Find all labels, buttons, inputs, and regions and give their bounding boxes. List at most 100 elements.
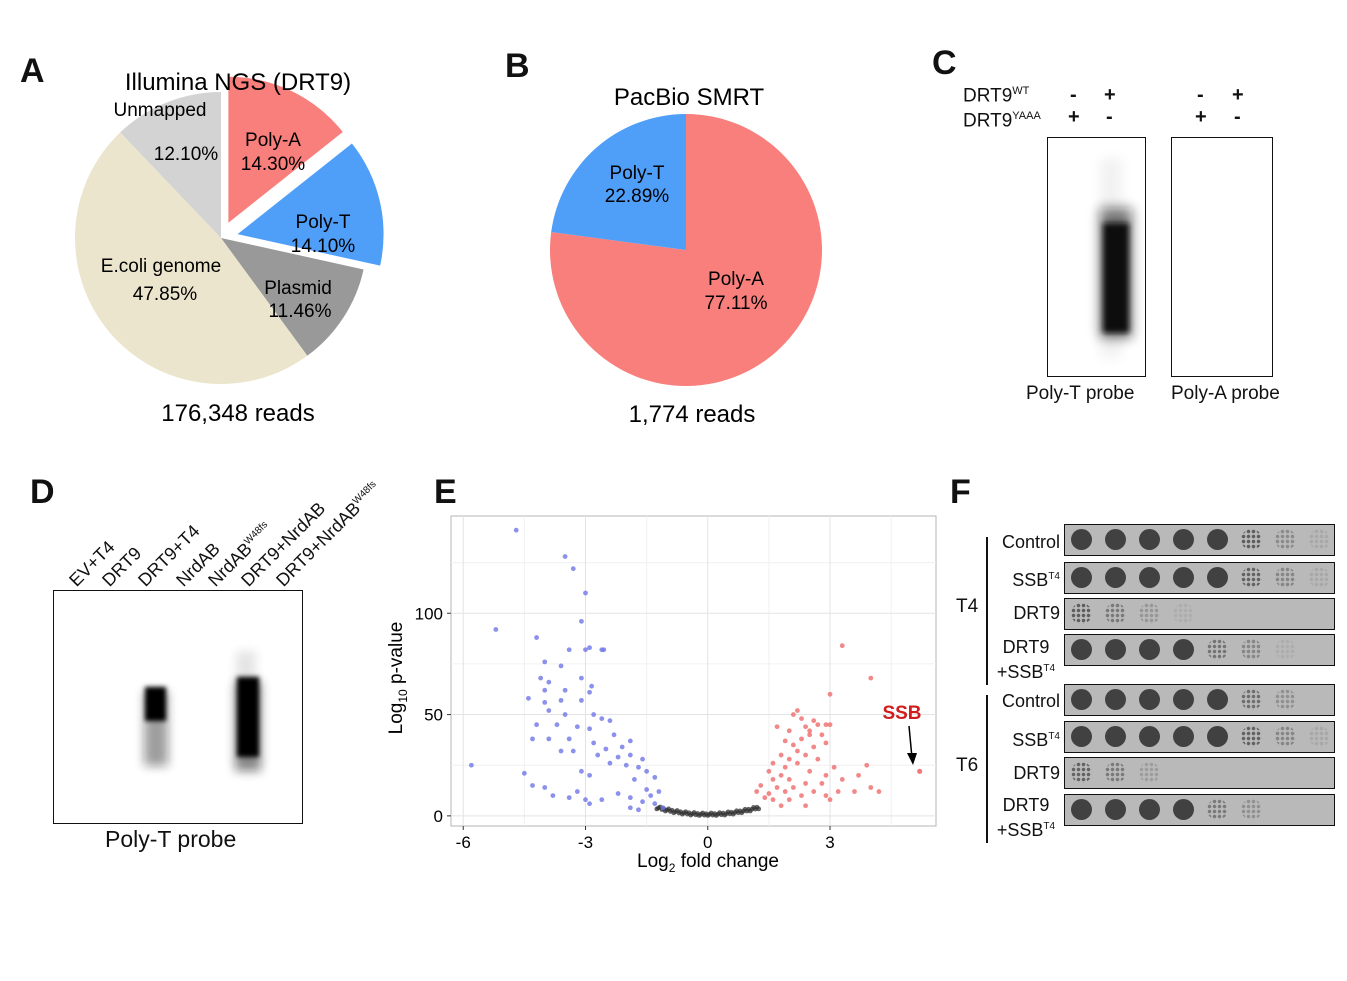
c-row1-label: DRT9WT	[963, 85, 1030, 107]
e-point	[758, 783, 764, 788]
f-plaque-spot	[1105, 567, 1126, 588]
f-plaque-spot	[1173, 529, 1194, 550]
e-point	[795, 708, 800, 713]
e-point	[542, 700, 548, 705]
f-plate-row-1	[1064, 524, 1335, 556]
f-group2-bracket	[986, 695, 988, 843]
c-row1-sign-3: -	[1197, 84, 1204, 106]
e-point	[648, 793, 654, 799]
panel-f-letter: F	[950, 473, 971, 511]
f-plaque-spot	[1241, 567, 1262, 588]
f-row-label-1: Control	[1001, 532, 1060, 552]
e-point	[823, 740, 829, 746]
e-point	[652, 801, 658, 807]
e-point	[856, 772, 861, 778]
pie-a-slice-4	[120, 92, 221, 238]
e-point	[591, 712, 597, 717]
e-point	[595, 752, 601, 758]
e-point	[656, 789, 662, 794]
e-point	[803, 724, 808, 730]
e-point	[868, 785, 874, 790]
panel-a-letter: A	[20, 52, 45, 90]
e-point	[534, 722, 539, 728]
e-point	[819, 732, 825, 738]
e-point	[607, 718, 613, 724]
c-blot-poly-a	[1171, 137, 1273, 377]
e-point	[786, 776, 792, 782]
e-point	[799, 736, 804, 742]
e-point	[579, 768, 584, 774]
e-point	[652, 774, 658, 780]
f-plaque-spot	[1139, 726, 1160, 747]
e-point	[636, 764, 641, 770]
f-group1-bracket	[986, 537, 988, 685]
e-point	[574, 789, 580, 794]
e-point-ssb	[917, 768, 923, 774]
e-ytick-label-2: 100	[415, 604, 443, 623]
e-point	[770, 776, 776, 782]
e-point	[815, 722, 821, 728]
f-plaque-spot	[1139, 529, 1160, 550]
f-plaque-spot	[1275, 567, 1296, 588]
e-point	[803, 803, 808, 809]
e-point	[513, 527, 519, 533]
e-ytick-label-1: 50	[424, 706, 443, 725]
f-plaque-spot	[1139, 567, 1160, 588]
e-point	[493, 627, 499, 632]
e-point	[542, 687, 548, 693]
e-point	[587, 645, 592, 651]
f-plaque-spot	[1309, 567, 1330, 588]
e-point	[562, 687, 568, 693]
e-xtick-label-3: 3	[825, 833, 834, 852]
e-point	[754, 789, 760, 794]
pie-a-label-poly-t: Poly-T	[296, 212, 351, 233]
e-point	[823, 793, 829, 799]
f-plaque-spot	[1241, 799, 1262, 820]
f-row-label-8: DRT9 +SSBT4	[996, 795, 1056, 840]
e-point	[778, 752, 784, 758]
e-point	[562, 554, 568, 559]
f-plaque-spot	[1241, 529, 1262, 550]
f-plate-row-8	[1064, 794, 1335, 826]
f-plaque-spot	[1207, 529, 1228, 550]
e-point	[558, 748, 564, 754]
e-point	[766, 768, 772, 774]
e-point	[819, 781, 825, 786]
e-point	[774, 724, 780, 730]
e-point	[831, 764, 837, 770]
e-point	[574, 724, 580, 730]
f-plaque-spot	[1071, 567, 1092, 588]
c-row1-sign-2: +	[1104, 84, 1116, 106]
e-point	[558, 697, 564, 703]
f-plaque-spot	[1105, 689, 1126, 710]
f-plaque-spot	[1139, 762, 1160, 783]
panel-b-total-reads: 1,774 reads	[629, 401, 756, 428]
f-plaque-spot	[1241, 689, 1262, 710]
f-plaque-spot	[1241, 726, 1262, 747]
e-point	[807, 728, 813, 734]
e-point	[799, 793, 804, 799]
f-plaque-spot	[1173, 567, 1194, 588]
f-plaque-spot	[1207, 689, 1228, 710]
e-xtick-label-2: 0	[703, 833, 712, 852]
e-point	[623, 762, 629, 768]
f-group2-label: T6	[956, 755, 979, 776]
pie-a-slice-2	[221, 238, 364, 356]
e-point	[554, 722, 560, 728]
e-point	[607, 760, 613, 766]
e-point	[790, 742, 796, 748]
f-plaque-spot	[1071, 529, 1092, 550]
e-point	[583, 647, 588, 653]
e-xtick-label-1: -3	[578, 833, 593, 852]
e-point	[603, 746, 609, 752]
e-point	[644, 787, 650, 792]
panel-a-pie-chart: Illumina NGS (DRT9) 176,348 reads Unmapp…	[75, 69, 384, 427]
panel-a-total-reads: 176,348 reads	[161, 400, 314, 427]
e-point	[799, 716, 804, 722]
f-row-label-5: Control	[1001, 691, 1060, 711]
panel-c-letter: C	[932, 44, 957, 82]
f-plaque-spot	[1207, 726, 1228, 747]
f-plate-row-2	[1064, 562, 1335, 594]
e-point	[566, 647, 572, 653]
c-row2-label: DRT9YAAA	[963, 110, 1041, 132]
